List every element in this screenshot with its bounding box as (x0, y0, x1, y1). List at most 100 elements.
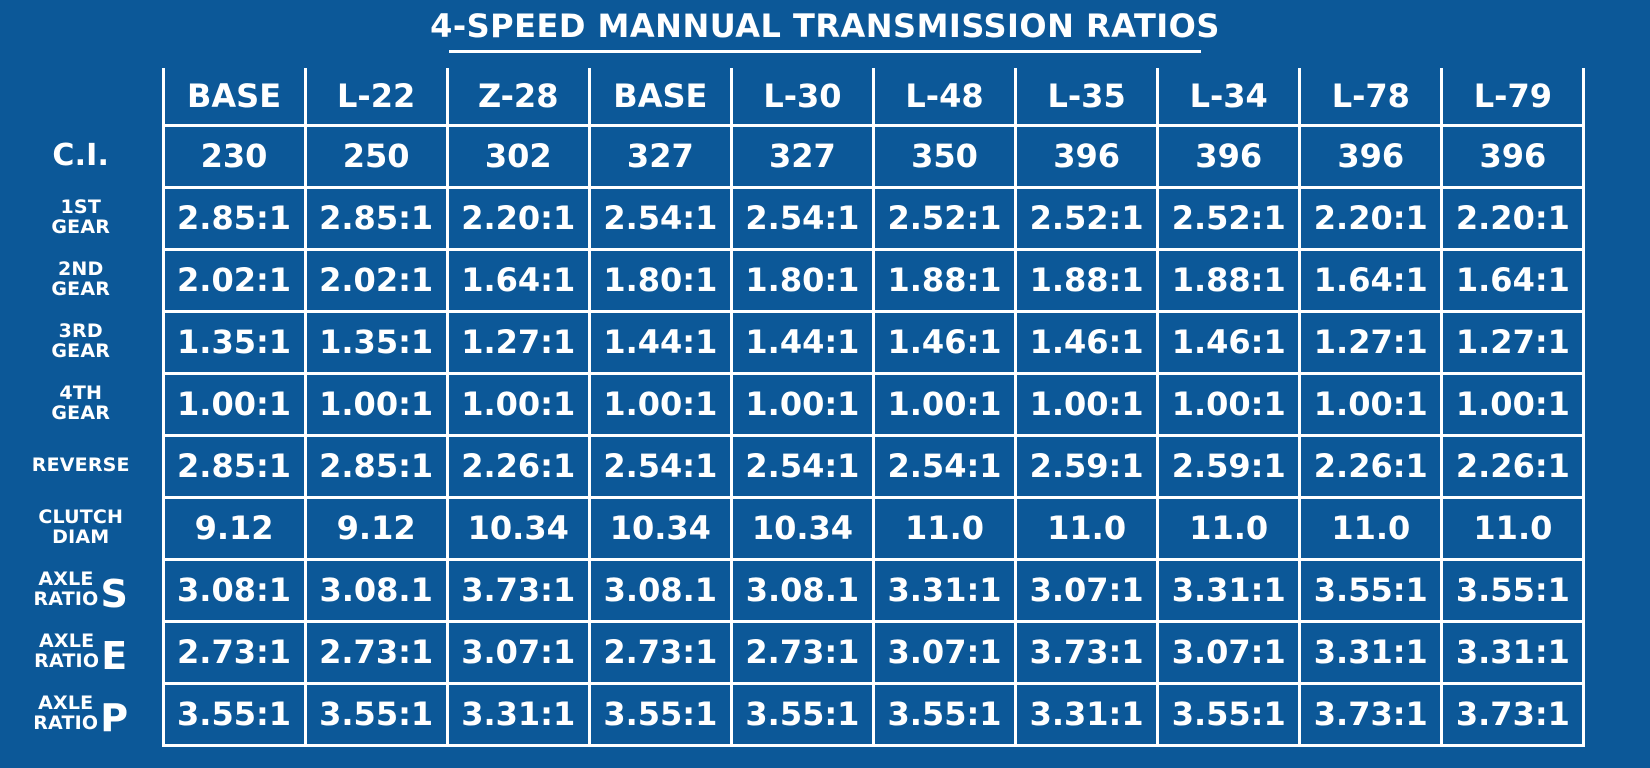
table-cell: 1.88:1 (871, 247, 1018, 313)
table-cell: 3.55:1 (871, 681, 1018, 747)
table-cell: 1.88:1 (1156, 247, 1302, 313)
table-cell: 2.02:1 (303, 247, 449, 313)
table-cell: 2.52:1 (1156, 185, 1302, 251)
table-cell: 2.02:1 (161, 247, 307, 313)
table-cell: 2.73:1 (587, 619, 733, 685)
axle-ratio-label: AXLE RATIO S (33, 567, 128, 613)
table-cell: 3.73:1 (1014, 619, 1160, 685)
axle-ratio-letter: S (100, 572, 129, 616)
table-cell: 3.08.1 (303, 557, 449, 623)
row-label: AXLE RATIO P (0, 683, 165, 745)
axle-ratio-letter: E (101, 634, 128, 678)
table-cell: 2.54:1 (587, 433, 733, 499)
table-row: AXLE RATIO P 3.55:1 3.55:1 3.31:1 3.55:1 3.55:1… (0, 681, 1586, 747)
table-cell: 396 (1298, 123, 1444, 189)
table-cell: 3.08.1 (729, 557, 875, 623)
table-cell: 2.20:1 (445, 185, 591, 251)
table-cell: 3.08:1 (161, 557, 307, 623)
table-cell: 1.80:1 (587, 247, 733, 313)
table-cell: 2.26:1 (1298, 433, 1444, 499)
row-label: 1ST GEAR (0, 187, 165, 249)
axle-ratio-words: AXLE RATIO (33, 693, 99, 734)
table-cell: 3.55:1 (1156, 681, 1302, 747)
table-cell: 327 (729, 123, 875, 189)
row-label-line: GEAR (51, 216, 111, 238)
table-cell: 3.55:1 (1298, 557, 1444, 623)
row-label: AXLE RATIO S (0, 559, 165, 621)
row-label: CLUTCH DIAM (0, 497, 165, 559)
table-cell: 1.00:1 (1014, 371, 1160, 437)
row-label-line: RATIO (33, 712, 99, 734)
table-cell: 2.20:1 (1440, 185, 1586, 251)
row-label: C.I. (0, 125, 165, 187)
table-row: 2ND GEAR 2.02:1 2.02:1 1.64:1 1.80:1 1.80:1 1.8… (0, 247, 1586, 313)
table-cell: 2.54:1 (871, 433, 1018, 499)
table-cell: 11.0 (1298, 495, 1444, 561)
table-cell: 1.00:1 (587, 371, 733, 437)
table-cell: 1.88:1 (1014, 247, 1160, 313)
table-cell: 3.07:1 (871, 619, 1018, 685)
table-cell: 302 (445, 123, 591, 189)
row-label-line: 1ST (60, 196, 101, 219)
table-cell: 1.46:1 (1014, 309, 1160, 375)
table-cell: 3.07:1 (1014, 557, 1160, 623)
row-label: 4TH GEAR (0, 373, 165, 435)
table-cell: 1.00:1 (161, 371, 307, 437)
row-label-line: RATIO (33, 588, 99, 610)
axle-ratio-letter: P (100, 696, 129, 740)
table-cell: 11.0 (1440, 495, 1586, 561)
table-cell: 3.31:1 (1298, 619, 1444, 685)
table-cell: 396 (1014, 123, 1160, 189)
table-cell: 2.85:1 (161, 433, 307, 499)
table-cell: 1.27:1 (1440, 309, 1586, 375)
table-cell: 3.55:1 (729, 681, 875, 747)
table-cell: 1.00:1 (1156, 371, 1302, 437)
table-cell: 1.00:1 (871, 371, 1018, 437)
row-label-line: 2ND (58, 258, 104, 281)
table-cell: 11.0 (1156, 495, 1302, 561)
column-header: Z-28 (445, 68, 591, 127)
table-cell: 396 (1440, 123, 1586, 189)
table-cell: 1.00:1 (303, 371, 449, 437)
table-cell: 2.73:1 (161, 619, 307, 685)
table-cell: 1.44:1 (587, 309, 733, 375)
table-cell: 2.59:1 (1156, 433, 1302, 499)
table-cell: 1.64:1 (1298, 247, 1444, 313)
table-cell: 1.00:1 (1440, 371, 1586, 437)
table-cell: 3.73:1 (1298, 681, 1444, 747)
table-cell: 3.31:1 (871, 557, 1018, 623)
table-cell: 1.64:1 (445, 247, 591, 313)
column-header: L-35 (1014, 68, 1160, 127)
table-row: AXLE RATIO S 3.08:1 3.08.1 3.73:1 3.08.1 3.08.1… (0, 557, 1586, 623)
table-cell: 2.52:1 (871, 185, 1018, 251)
table-row: 3RD GEAR 1.35:1 1.35:1 1.27:1 1.44:1 1.44:1 1.4… (0, 309, 1586, 375)
table-cell: 2.26:1 (445, 433, 591, 499)
table-cell: 9.12 (303, 495, 449, 561)
table-cell: 1.00:1 (1298, 371, 1444, 437)
table-body: C.I. 230 250 302 327 327 350 396 396 396 396 1ST GEA… (0, 123, 1586, 747)
header-row: BASE L-22 Z-28 BASE L-30 L-48 L-35 L-34 L-78 L-79 (0, 68, 1586, 127)
column-header: L-34 (1156, 68, 1302, 127)
column-header: BASE (161, 68, 307, 127)
row-label-line: GEAR (51, 402, 111, 424)
table-row: REVERSE 2.85:1 2.85:1 2.26:1 2.54:1 2.54:1 2.5… (0, 433, 1586, 499)
column-header: L-48 (871, 68, 1018, 127)
table-cell: 3.07:1 (445, 619, 591, 685)
row-label: REVERSE (0, 435, 165, 497)
table-cell: 1.46:1 (1156, 309, 1302, 375)
axle-ratio-label: AXLE RATIO P (33, 691, 128, 737)
row-label: AXLE RATIO E (0, 621, 165, 683)
row-label-line: GEAR (51, 278, 111, 300)
table-cell: 1.44:1 (729, 309, 875, 375)
table-cell: 327 (587, 123, 733, 189)
table-row: 1ST GEAR 2.85:1 2.85:1 2.20:1 2.54:1 2.54:1 2.5… (0, 185, 1586, 251)
table-cell: 2.54:1 (587, 185, 733, 251)
title-underline (449, 50, 1201, 53)
table-cell: 3.55:1 (587, 681, 733, 747)
table-cell: 1.64:1 (1440, 247, 1586, 313)
row-label: 3RD GEAR (0, 311, 165, 373)
table-cell: 10.34 (729, 495, 875, 561)
table-cell: 3.73:1 (1440, 681, 1586, 747)
row-label-line: DIAM (52, 526, 110, 548)
table-cell: 3.31:1 (1440, 619, 1586, 685)
